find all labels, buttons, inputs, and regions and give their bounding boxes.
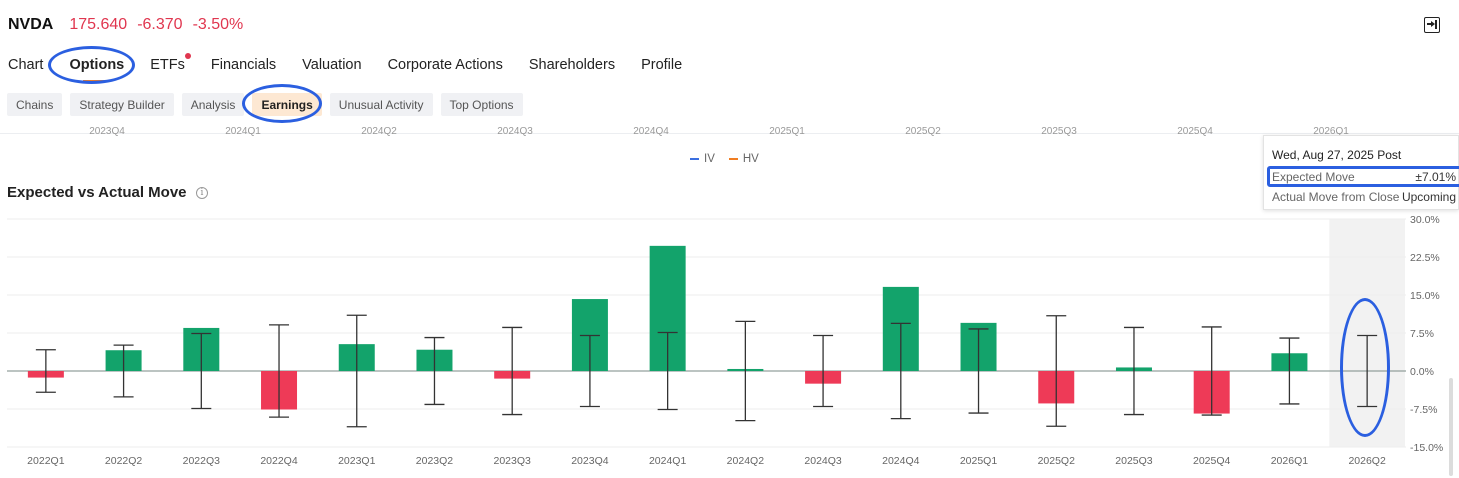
tooltip-date: Wed, Aug 27, 2025 Post [1272,148,1402,162]
tab-etfs[interactable]: ETFs [150,53,191,73]
tab-shareholders[interactable]: Shareholders [528,57,616,73]
top-bar: NVDA 175.640 -6.370 -3.50% Chart Options… [0,0,1459,134]
legend-iv[interactable]: IV [690,153,715,165]
x-tick-label: 2022Q1 [27,455,65,467]
x-tick-label: 2026Q1 [1271,455,1309,467]
subtab-analysis[interactable]: Analysis [181,93,245,116]
exit-fullscreen-icon[interactable] [1424,17,1440,33]
prev-x-label: 2024Q3 [497,126,533,137]
prev-x-label: 2024Q1 [225,126,261,137]
legend-iv-swatch [690,158,699,160]
prev-x-label: 2025Q4 [1177,126,1213,137]
x-tick-label: 2024Q1 [649,455,687,467]
x-tick-label: 2024Q2 [727,455,765,467]
prev-x-label: 2024Q4 [633,126,669,137]
legend-hv[interactable]: HV [728,153,759,165]
y-tick-label: 22.5% [1410,252,1440,264]
chart-tooltip: Wed, Aug 27, 2025 Post Expected Move ±7.… [1263,135,1459,210]
y-tick-label: 15.0% [1410,290,1440,302]
x-tick-label: 2024Q3 [804,455,842,467]
x-tick-label: 2022Q3 [183,455,221,467]
tab-valuation[interactable]: Valuation [302,57,362,73]
x-tick-label: 2023Q3 [494,455,532,467]
info-icon[interactable]: i [196,187,208,199]
tooltip-actual-move: Actual Move from Close Upcoming [1272,190,1456,204]
subtab-earnings[interactable]: Earnings [252,93,322,116]
tab-financials[interactable]: Financials [210,57,277,73]
price-change-percent: -3.50% [192,16,244,33]
sub-tabs: Chains Strategy Builder Analysis Earning… [7,93,523,116]
earnings-panel: 2023Q4 2024Q1 2024Q2 2024Q3 2024Q4 2025Q1 2025… [0,126,1459,478]
tab-options[interactable]: Options [69,57,124,82]
prev-x-label: 2026Q1 [1313,126,1349,137]
x-tick-label: 2023Q4 [571,455,609,467]
main-tabs: Chart Options ETFs Financials Valuation … [8,53,683,82]
subtab-strategy-builder[interactable]: Strategy Builder [70,93,174,116]
x-tick-label: 2025Q4 [1193,455,1231,467]
x-tick-label: 2026Q2 [1348,455,1386,467]
price-change: -6.370 [137,16,183,33]
quote-header: NVDA 175.640 -6.370 -3.50% [8,16,243,34]
legend-hv-swatch [728,158,738,160]
annotation-box-expected-move [1267,166,1459,187]
x-tick-label: 2023Q1 [338,455,376,467]
subtab-unusual-activity[interactable]: Unusual Activity [329,93,433,116]
y-tick-label: 30.0% [1410,214,1440,226]
tab-corporate-actions[interactable]: Corporate Actions [387,57,503,73]
notification-dot [184,53,191,59]
prev-x-label: 2023Q4 [89,126,125,137]
x-tick-label: 2024Q4 [882,455,920,467]
tooltip-expected-value: ±7.01% [1415,170,1456,184]
iv-hv-legend: IV HV [690,153,759,165]
x-tick-label: 2025Q1 [960,455,998,467]
last-price: 175.640 [69,16,128,33]
tooltip-expected-move: Expected Move ±7.01% [1272,170,1456,184]
tab-profile[interactable]: Profile [641,57,683,73]
subtab-top-options[interactable]: Top Options [440,93,523,116]
y-tick-label: -15.0% [1410,442,1443,454]
y-tick-label: -7.5% [1410,404,1437,416]
tab-chart[interactable]: Chart [8,57,44,73]
x-tick-label: 2022Q2 [105,455,143,467]
x-tick-label: 2025Q3 [1115,455,1153,467]
prev-x-label: 2025Q3 [1041,126,1077,137]
prev-x-label: 2025Q1 [769,126,805,137]
prev-x-label: 2025Q2 [905,126,941,137]
tooltip-actual-value: Upcoming [1401,190,1456,204]
x-tick-label: 2022Q4 [260,455,298,467]
scrollbar-thumb[interactable] [1449,378,1453,476]
x-tick-label: 2023Q2 [416,455,454,467]
ticker-symbol: NVDA [8,16,54,33]
x-tick-label: 2025Q2 [1038,455,1076,467]
section-title: Expected vs Actual Move [7,184,187,201]
y-tick-label: 0.0% [1410,366,1434,378]
previous-chart-x-axis: 2023Q4 2024Q1 2024Q2 2024Q3 2024Q4 2025Q1 2025… [0,126,1459,141]
subtab-chains[interactable]: Chains [7,93,63,116]
expected-vs-actual-chart: 30.0% 22.5% 15.0% 7.5% 0.0% -7.5% -15.0% 2022Q1… [7,214,1443,467]
prev-x-label: 2024Q2 [361,126,397,137]
y-tick-label: 7.5% [1410,328,1434,340]
